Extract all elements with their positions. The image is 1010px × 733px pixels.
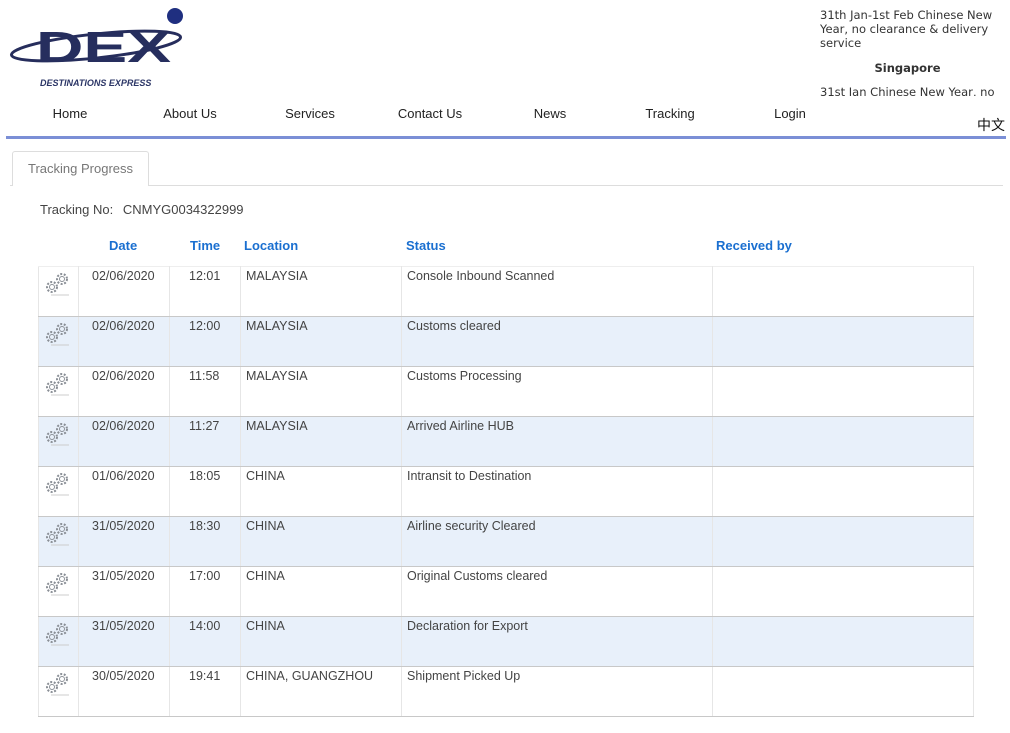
nav-contact-us[interactable]: Contact Us <box>397 106 463 121</box>
table-row: 30/05/2020 19:41 CHINA, GUANGZHOU Shipme… <box>38 666 974 717</box>
cell-received-by <box>712 266 974 317</box>
cell-date: 02/06/2020 <box>78 366 170 417</box>
cell-location: MALAYSIA <box>240 366 402 417</box>
cell-date: 31/05/2020 <box>78 566 170 617</box>
news-item: 31st Jan Chinese New Year, no <box>820 85 995 96</box>
gear-icon <box>38 666 79 717</box>
header-time: Time <box>190 238 221 253</box>
cell-received-by <box>712 416 974 467</box>
nav-tracking[interactable]: Tracking <box>645 106 695 121</box>
cell-date: 31/05/2020 <box>78 616 170 667</box>
tab-divider <box>10 185 1003 186</box>
cell-date: 31/05/2020 <box>78 516 170 567</box>
cell-status: Original Customs cleared <box>401 566 713 617</box>
cell-location: MALAYSIA <box>240 416 402 467</box>
cell-status: Shipment Picked Up <box>401 666 713 717</box>
table-row: 31/05/2020 17:00 CHINA Original Customs … <box>38 566 974 617</box>
table-row: 31/05/2020 18:30 CHINA Airline security … <box>38 516 974 567</box>
cell-time: 12:01 <box>169 266 241 317</box>
table-row: 01/06/2020 18:05 CHINA Intransit to Dest… <box>38 466 974 517</box>
nav-login[interactable]: Login <box>774 106 806 121</box>
cell-time: 17:00 <box>169 566 241 617</box>
cell-received-by <box>712 516 974 567</box>
table-row: 31/05/2020 14:00 CHINA Declaration for E… <box>38 616 974 667</box>
logo-wordmark: DEX <box>36 23 171 72</box>
cell-received-by <box>712 616 974 667</box>
cell-received-by <box>712 666 974 717</box>
cell-time: 12:00 <box>169 316 241 367</box>
cell-time: 18:05 <box>169 466 241 517</box>
tracking-value: CNMYG0034322999 <box>122 202 244 217</box>
logo-tagline: DESTINATIONS EXPRESS <box>40 78 152 88</box>
nav-news[interactable]: News <box>533 106 567 121</box>
gear-icon <box>38 266 79 317</box>
table-row: 02/06/2020 11:58 MALAYSIA Customs Proces… <box>38 366 974 417</box>
nav-about-us[interactable]: About Us <box>163 106 217 121</box>
cell-date: 01/06/2020 <box>78 466 170 517</box>
cell-time: 14:00 <box>169 616 241 667</box>
tracking-label: Tracking No: <box>40 202 114 217</box>
tab-tracking-progress[interactable]: Tracking Progress <box>12 151 149 186</box>
cell-status: Console Inbound Scanned <box>401 266 713 317</box>
gear-icon <box>38 466 79 517</box>
tracking-number: Tracking No: CNMYG0034322999 <box>40 202 250 217</box>
cell-status: Customs cleared <box>401 316 713 367</box>
cell-time: 19:41 <box>169 666 241 717</box>
cell-status: Arrived Airline HUB <box>401 416 713 467</box>
news-location: Singapore <box>874 61 941 75</box>
tracking-table: 02/06/2020 12:01 MALAYSIA Console Inboun… <box>38 266 974 717</box>
header-status: Status <box>406 238 446 253</box>
cell-received-by <box>712 566 974 617</box>
cell-time: 18:30 <box>169 516 241 567</box>
nav-services[interactable]: Services <box>285 106 335 121</box>
cell-time: 11:58 <box>169 366 241 417</box>
cell-location: CHINA, GUANGZHOU <box>240 666 402 717</box>
main-nav: Home About Us Services Contact Us News T… <box>10 106 850 121</box>
gear-icon <box>38 416 79 467</box>
cell-date: 02/06/2020 <box>78 416 170 467</box>
gear-icon <box>38 316 79 367</box>
cell-location: CHINA <box>240 466 402 517</box>
cell-date: 02/06/2020 <box>78 266 170 317</box>
gear-icon <box>38 516 79 567</box>
cell-location: CHINA <box>240 616 402 667</box>
cell-received-by <box>712 466 974 517</box>
cell-status: Airline security Cleared <box>401 516 713 567</box>
cell-status: Declaration for Export <box>401 616 713 667</box>
cell-status: Intransit to Destination <box>401 466 713 517</box>
gear-icon <box>38 366 79 417</box>
cell-location: CHINA <box>240 566 402 617</box>
table-row: 02/06/2020 12:00 MALAYSIA Customs cleare… <box>38 316 974 367</box>
table-row: 02/06/2020 11:27 MALAYSIA Arrived Airlin… <box>38 416 974 467</box>
nav-home[interactable]: Home <box>52 106 88 121</box>
header-date: Date <box>109 238 138 253</box>
cell-location: MALAYSIA <box>240 316 402 367</box>
gear-icon <box>38 566 79 617</box>
header-received-by: Received by <box>716 238 792 253</box>
cell-time: 11:27 <box>169 416 241 467</box>
cell-date: 30/05/2020 <box>78 666 170 717</box>
cell-location: MALAYSIA <box>240 266 402 317</box>
cell-location: CHINA <box>240 516 402 567</box>
dex-logo[interactable]: DEX <box>8 6 193 72</box>
header-location: Location <box>244 238 299 253</box>
cell-status: Customs Processing <box>401 366 713 417</box>
nav-divider <box>6 136 1006 139</box>
cell-date: 02/06/2020 <box>78 316 170 367</box>
table-row: 02/06/2020 12:01 MALAYSIA Console Inboun… <box>38 266 974 317</box>
gear-icon <box>38 616 79 667</box>
news-item: 31th Jan-1st Feb Chinese New Year, no cl… <box>820 8 993 50</box>
language-switch[interactable]: 中文 <box>977 118 1005 134</box>
cell-received-by <box>712 366 974 417</box>
news-ticker: 31th Jan-1st Feb Chinese New Year, no cl… <box>820 8 995 96</box>
cell-received-by <box>712 316 974 367</box>
